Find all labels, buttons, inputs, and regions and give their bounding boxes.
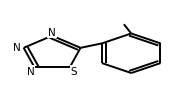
Text: N: N <box>13 42 21 52</box>
Text: N: N <box>27 66 34 76</box>
Text: N: N <box>48 28 56 37</box>
Text: S: S <box>70 66 77 76</box>
